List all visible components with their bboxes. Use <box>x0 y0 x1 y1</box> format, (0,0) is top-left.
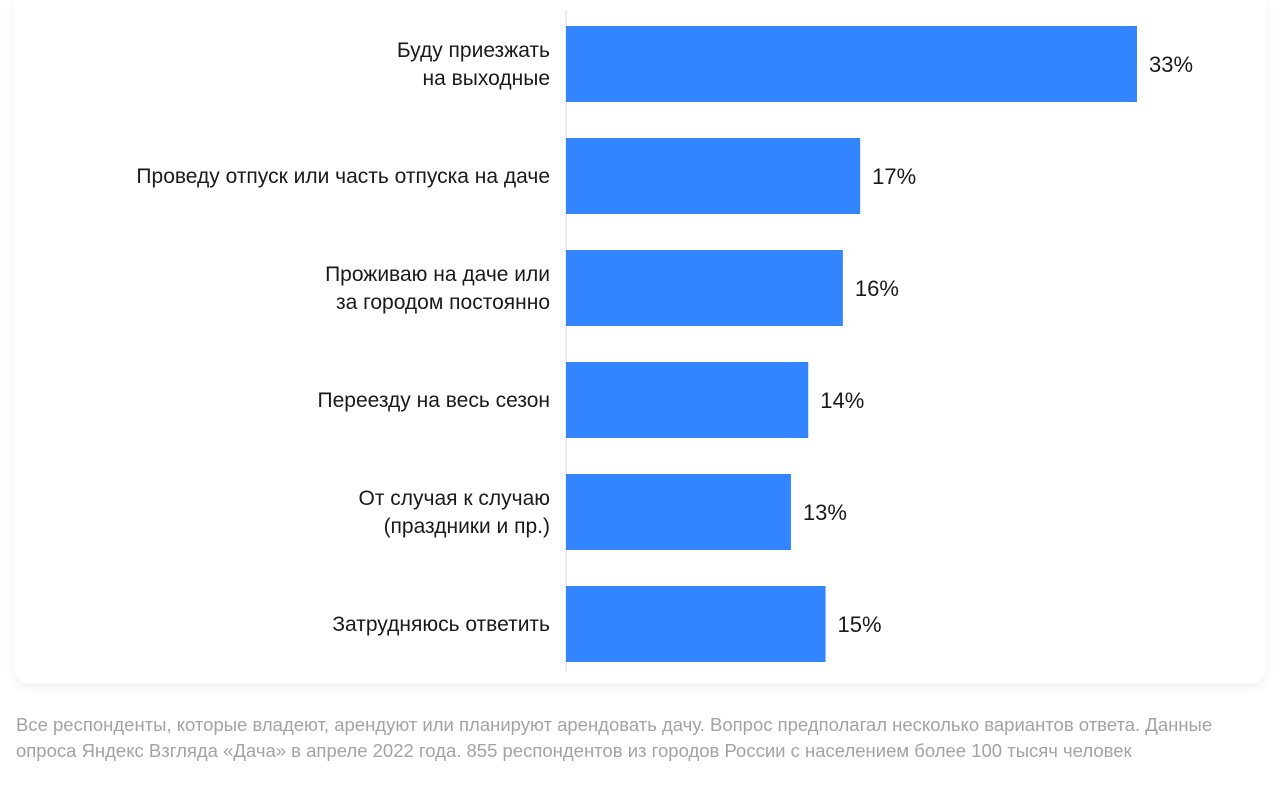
category-label-line: От случая к случаю <box>358 487 550 510</box>
value-label-6: 15% <box>838 612 882 637</box>
category-label-1: Буду приезжать на выходные <box>397 39 550 90</box>
bar-chart: Буду приезжать на выходные Проведу отпуск … <box>136 10 1193 672</box>
category-label-3: Проживаю на даче или за городом постоянно <box>325 263 550 314</box>
value-label-3: 16% <box>855 276 899 301</box>
category-label-line: Буду приезжать <box>397 39 550 62</box>
category-label-4: Переезду на весь сезон <box>318 389 550 412</box>
category-label-2: Проведу отпуск или часть отпуска на даче <box>136 165 550 188</box>
value-label-2: 17% <box>872 164 916 189</box>
value-label-1: 33% <box>1149 52 1193 77</box>
bar-5 <box>566 474 791 550</box>
bar-6 <box>566 586 826 662</box>
footnote: Все респонденты, которые владеют, аренду… <box>16 714 1213 761</box>
bar-1 <box>566 26 1137 102</box>
value-label-5: 13% <box>803 500 847 525</box>
chart-card <box>14 0 1266 684</box>
value-labels-group: 33% 17% 16% 14% 13% 15% <box>803 52 1193 637</box>
category-labels-group: Буду приезжать на выходные Проведу отпуск … <box>136 39 550 636</box>
category-label-line: Проживаю на даче или <box>325 263 550 286</box>
bars-group <box>566 26 1137 662</box>
bar-3 <box>566 250 843 326</box>
category-label-line: Переезду на весь сезон <box>318 389 550 412</box>
bar-4 <box>566 362 809 438</box>
category-label-line: Проведу отпуск или часть отпуска на даче <box>136 165 550 188</box>
category-label-6: Затрудняюсь ответить <box>332 613 550 636</box>
category-label-line: на выходные <box>423 67 550 90</box>
value-label-4: 14% <box>820 388 864 413</box>
category-label-line: за городом постоянно <box>336 291 550 314</box>
bar-2 <box>566 138 861 214</box>
category-label-5: От случая к случаю (праздники и пр.) <box>358 487 550 538</box>
category-label-line: Затрудняюсь ответить <box>332 613 550 636</box>
category-label-line: (праздники и пр.) <box>384 515 550 538</box>
